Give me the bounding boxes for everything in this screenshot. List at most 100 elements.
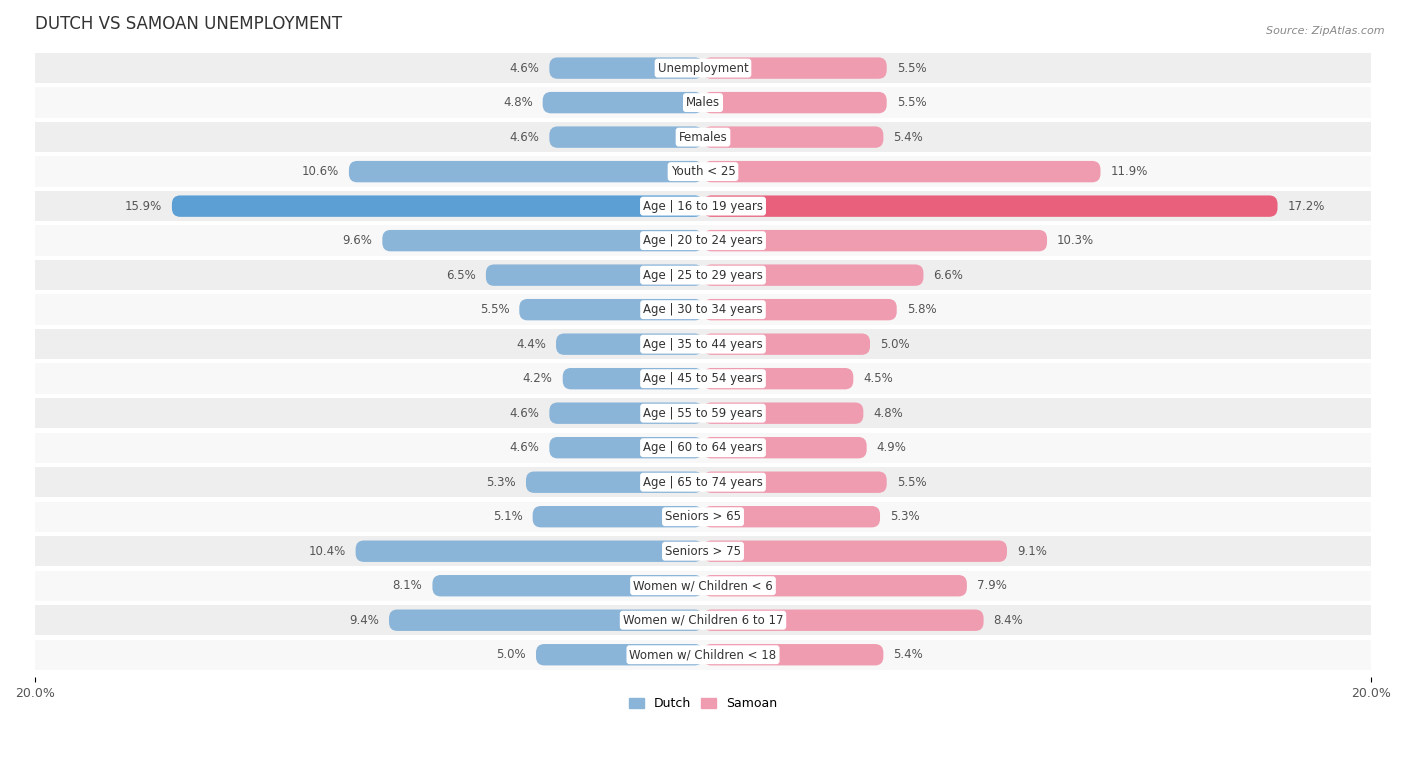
Bar bbox=[35, 398, 1371, 428]
Legend: Dutch, Samoan: Dutch, Samoan bbox=[624, 692, 782, 715]
Bar bbox=[35, 465, 1371, 500]
Bar bbox=[35, 363, 1371, 394]
Text: Seniors > 65: Seniors > 65 bbox=[665, 510, 741, 523]
Bar bbox=[35, 637, 1371, 672]
Bar bbox=[35, 191, 1371, 221]
FancyBboxPatch shape bbox=[703, 575, 967, 597]
Bar bbox=[35, 432, 1371, 463]
Text: Age | 25 to 29 years: Age | 25 to 29 years bbox=[643, 269, 763, 282]
Text: 17.2%: 17.2% bbox=[1288, 200, 1324, 213]
Text: Age | 55 to 59 years: Age | 55 to 59 years bbox=[643, 407, 763, 419]
Bar bbox=[35, 327, 1371, 361]
Bar bbox=[35, 260, 1371, 291]
FancyBboxPatch shape bbox=[703, 92, 887, 114]
Text: 4.8%: 4.8% bbox=[873, 407, 903, 419]
Bar bbox=[35, 534, 1371, 569]
FancyBboxPatch shape bbox=[555, 334, 703, 355]
Bar bbox=[35, 502, 1371, 532]
Text: 4.5%: 4.5% bbox=[863, 372, 893, 385]
Text: 4.8%: 4.8% bbox=[503, 96, 533, 109]
Text: 10.6%: 10.6% bbox=[302, 165, 339, 178]
FancyBboxPatch shape bbox=[389, 609, 703, 631]
FancyBboxPatch shape bbox=[703, 540, 1007, 562]
Bar bbox=[35, 569, 1371, 603]
FancyBboxPatch shape bbox=[550, 403, 703, 424]
Text: 9.6%: 9.6% bbox=[343, 234, 373, 247]
Text: Age | 16 to 19 years: Age | 16 to 19 years bbox=[643, 200, 763, 213]
FancyBboxPatch shape bbox=[533, 506, 703, 528]
Text: 9.4%: 9.4% bbox=[349, 614, 380, 627]
FancyBboxPatch shape bbox=[703, 230, 1047, 251]
Text: 5.5%: 5.5% bbox=[479, 303, 509, 316]
Text: 5.0%: 5.0% bbox=[880, 338, 910, 350]
Text: 11.9%: 11.9% bbox=[1111, 165, 1147, 178]
Bar bbox=[35, 154, 1371, 189]
Bar bbox=[35, 223, 1371, 258]
FancyBboxPatch shape bbox=[703, 403, 863, 424]
Text: 4.6%: 4.6% bbox=[509, 61, 540, 75]
Bar bbox=[35, 120, 1371, 154]
Text: Women w/ Children 6 to 17: Women w/ Children 6 to 17 bbox=[623, 614, 783, 627]
FancyBboxPatch shape bbox=[543, 92, 703, 114]
FancyBboxPatch shape bbox=[356, 540, 703, 562]
Text: 5.4%: 5.4% bbox=[893, 648, 924, 661]
Bar bbox=[35, 329, 1371, 360]
FancyBboxPatch shape bbox=[703, 58, 887, 79]
Text: Age | 65 to 74 years: Age | 65 to 74 years bbox=[643, 475, 763, 489]
Text: Women w/ Children < 6: Women w/ Children < 6 bbox=[633, 579, 773, 592]
Bar bbox=[35, 571, 1371, 601]
Text: 6.5%: 6.5% bbox=[446, 269, 475, 282]
FancyBboxPatch shape bbox=[703, 195, 1278, 217]
Text: 8.1%: 8.1% bbox=[392, 579, 422, 592]
Bar bbox=[35, 86, 1371, 120]
Text: 5.5%: 5.5% bbox=[897, 475, 927, 489]
Text: Women w/ Children < 18: Women w/ Children < 18 bbox=[630, 648, 776, 661]
FancyBboxPatch shape bbox=[172, 195, 703, 217]
Bar bbox=[35, 87, 1371, 118]
FancyBboxPatch shape bbox=[433, 575, 703, 597]
Text: Age | 30 to 34 years: Age | 30 to 34 years bbox=[643, 303, 763, 316]
FancyBboxPatch shape bbox=[703, 644, 883, 665]
Bar bbox=[35, 361, 1371, 396]
Text: Males: Males bbox=[686, 96, 720, 109]
Text: 5.3%: 5.3% bbox=[486, 475, 516, 489]
FancyBboxPatch shape bbox=[703, 368, 853, 389]
Text: 4.9%: 4.9% bbox=[877, 441, 907, 454]
Text: Age | 20 to 24 years: Age | 20 to 24 years bbox=[643, 234, 763, 247]
FancyBboxPatch shape bbox=[562, 368, 703, 389]
Text: 10.4%: 10.4% bbox=[308, 545, 346, 558]
Bar bbox=[35, 294, 1371, 325]
Text: 6.6%: 6.6% bbox=[934, 269, 963, 282]
Bar bbox=[35, 122, 1371, 152]
Bar bbox=[35, 51, 1371, 86]
Bar bbox=[35, 258, 1371, 292]
Bar bbox=[35, 157, 1371, 187]
Text: 5.4%: 5.4% bbox=[893, 131, 924, 144]
Text: 4.6%: 4.6% bbox=[509, 441, 540, 454]
Text: 5.0%: 5.0% bbox=[496, 648, 526, 661]
Bar bbox=[35, 53, 1371, 83]
Text: 5.1%: 5.1% bbox=[494, 510, 523, 523]
Text: Age | 45 to 54 years: Age | 45 to 54 years bbox=[643, 372, 763, 385]
FancyBboxPatch shape bbox=[703, 609, 984, 631]
Text: Age | 60 to 64 years: Age | 60 to 64 years bbox=[643, 441, 763, 454]
FancyBboxPatch shape bbox=[703, 264, 924, 286]
FancyBboxPatch shape bbox=[703, 299, 897, 320]
FancyBboxPatch shape bbox=[703, 126, 883, 148]
Bar bbox=[35, 189, 1371, 223]
FancyBboxPatch shape bbox=[536, 644, 703, 665]
Text: 4.2%: 4.2% bbox=[523, 372, 553, 385]
Bar bbox=[35, 605, 1371, 635]
FancyBboxPatch shape bbox=[519, 299, 703, 320]
Text: 5.3%: 5.3% bbox=[890, 510, 920, 523]
Text: 4.6%: 4.6% bbox=[509, 131, 540, 144]
FancyBboxPatch shape bbox=[550, 58, 703, 79]
FancyBboxPatch shape bbox=[349, 161, 703, 182]
Text: Females: Females bbox=[679, 131, 727, 144]
Text: Source: ZipAtlas.com: Source: ZipAtlas.com bbox=[1267, 26, 1385, 36]
FancyBboxPatch shape bbox=[703, 437, 866, 459]
Text: DUTCH VS SAMOAN UNEMPLOYMENT: DUTCH VS SAMOAN UNEMPLOYMENT bbox=[35, 15, 342, 33]
Text: 15.9%: 15.9% bbox=[125, 200, 162, 213]
FancyBboxPatch shape bbox=[486, 264, 703, 286]
FancyBboxPatch shape bbox=[382, 230, 703, 251]
